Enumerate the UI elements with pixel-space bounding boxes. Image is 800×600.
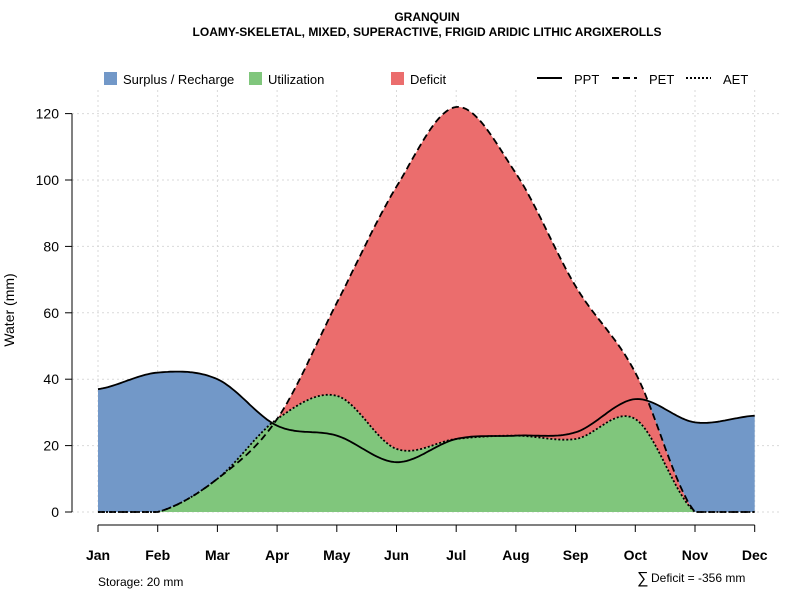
x-tick-label: Jul xyxy=(446,547,466,563)
legend-label: Utilization xyxy=(268,72,324,87)
legend-label: PET xyxy=(649,72,674,87)
y-tick-label: 0 xyxy=(51,504,59,520)
x-tick-label: Sep xyxy=(563,547,589,563)
legend-swatch xyxy=(104,72,117,85)
chart-title: GRANQUIN xyxy=(394,10,459,24)
y-axis-title: Water (mm) xyxy=(1,273,17,346)
area-layer xyxy=(98,106,755,513)
legend-label: Deficit xyxy=(410,72,447,87)
deficit-note: Deficit = -356 mm xyxy=(651,571,745,585)
x-tick-label: Apr xyxy=(265,547,290,563)
x-tick-label: Dec xyxy=(742,547,768,563)
sum-symbol: ∑ xyxy=(637,570,648,587)
legend: Surplus / Recharge Utilization Deficit PPT P… xyxy=(104,72,748,87)
legend-label: PPT xyxy=(574,72,599,87)
x-tick-label: Jun xyxy=(384,547,409,563)
y-tick-label: 100 xyxy=(36,172,60,188)
x-tick-label: May xyxy=(323,547,350,563)
y-tick-label: 120 xyxy=(36,106,60,122)
legend-swatch xyxy=(249,72,262,85)
x-tick-label: Nov xyxy=(682,547,709,563)
deficit-area xyxy=(98,106,755,513)
legend-label: Surplus / Recharge xyxy=(123,72,234,87)
x-tick-label: Feb xyxy=(145,547,170,563)
x-tick-label: Aug xyxy=(502,547,529,563)
y-tick-label: 20 xyxy=(43,438,59,454)
chart-subtitle: LOAMY-SKELETAL, MIXED, SUPERACTIVE, FRIG… xyxy=(193,25,662,39)
x-tick-label: Oct xyxy=(624,547,648,563)
series-line-ppt xyxy=(97,370,755,464)
y-tick-label: 80 xyxy=(43,238,59,254)
axes: 0 20 40 60 80 100 120 Jan Feb Mar Apr May Jun Jul Aug S… xyxy=(36,106,768,563)
storage-note: Storage: 20 mm xyxy=(98,575,183,589)
x-tick-label: Mar xyxy=(205,547,230,563)
y-tick-label: 60 xyxy=(43,305,59,321)
line-layer xyxy=(97,105,755,513)
y-tick-label: 40 xyxy=(43,371,59,387)
x-tick-label: Jan xyxy=(86,547,110,563)
legend-label: AET xyxy=(723,72,748,87)
series-line-aet xyxy=(98,393,755,513)
surplus-recharge-area xyxy=(98,106,755,513)
legend-swatch xyxy=(391,72,404,85)
